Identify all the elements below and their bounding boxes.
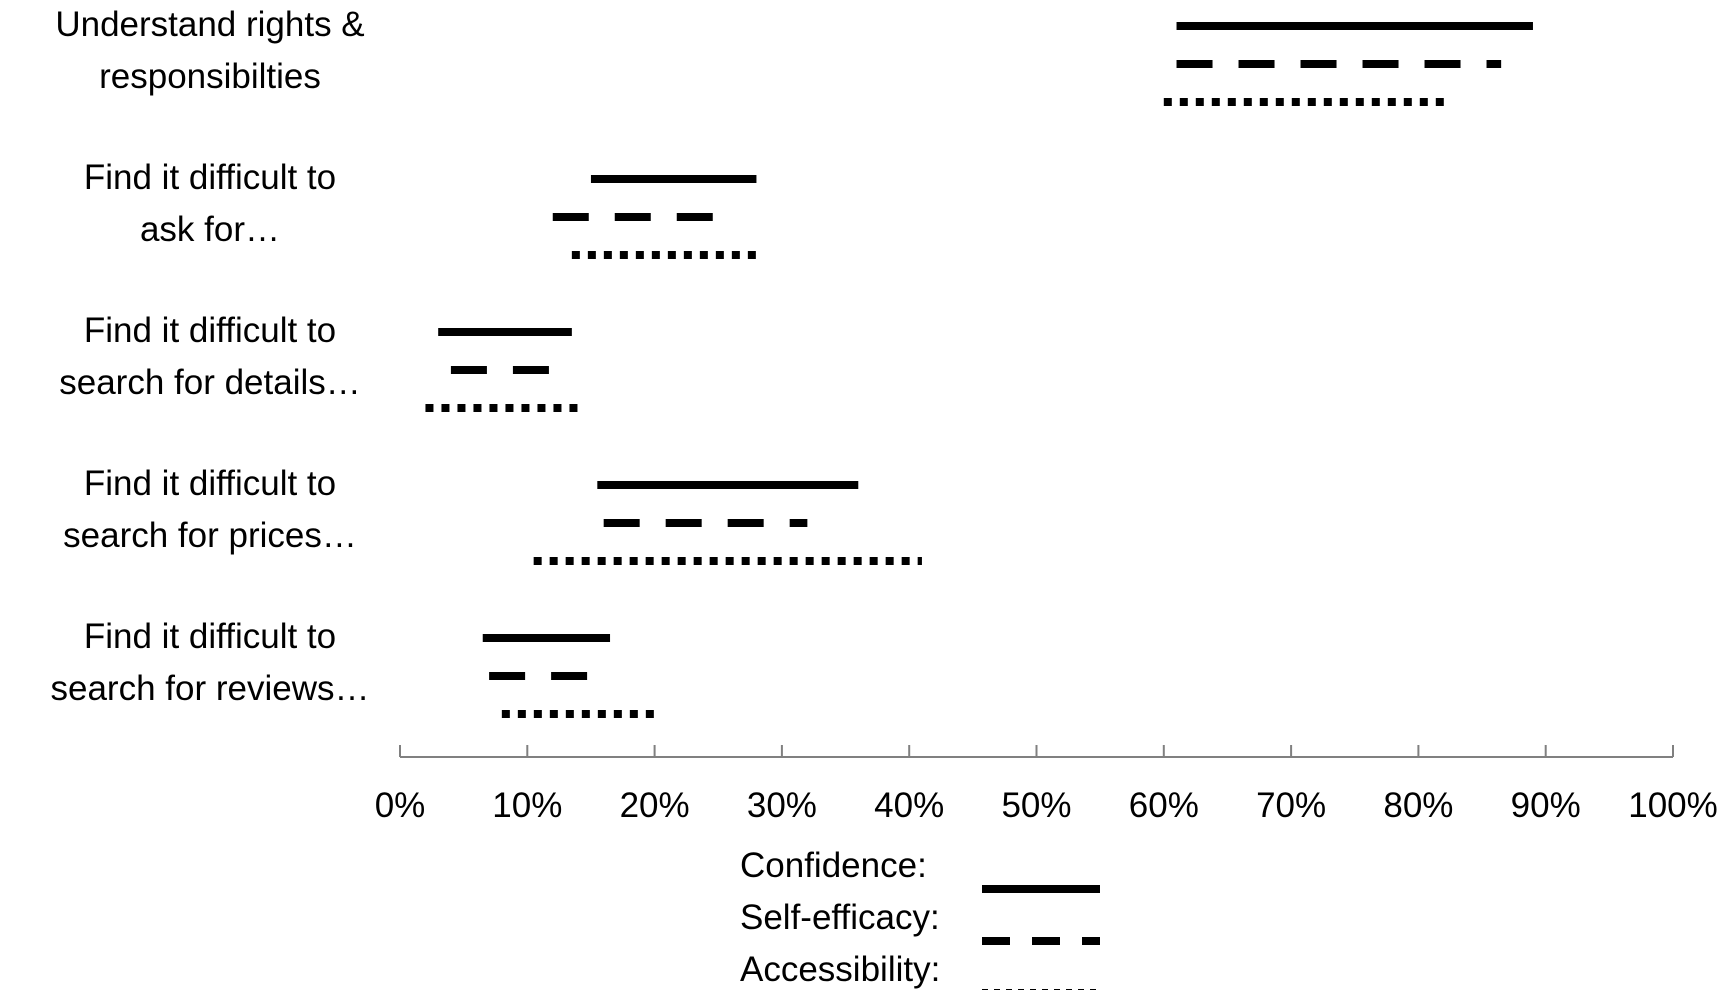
category-label-line: Find it difficult to xyxy=(84,617,336,656)
category-label-line: search for reviews… xyxy=(51,669,370,708)
category-label-line: search for details… xyxy=(59,363,361,402)
category-label-line: ask for… xyxy=(140,210,280,249)
category-label: Find it difficult to ask for… xyxy=(84,158,336,249)
x-tick-label: 80% xyxy=(1383,786,1453,825)
category-label-line: Understand rights & xyxy=(55,5,364,44)
x-tick-label: 100% xyxy=(1628,786,1718,825)
category-label-line: responsibilties xyxy=(99,57,321,96)
category-label: Find it difficult to search for reviews… xyxy=(51,617,370,708)
range-bars xyxy=(425,22,1533,718)
legend: Confidence: Self-efficacy: Accessibility: xyxy=(740,846,1100,990)
category-label-line: search for prices… xyxy=(63,516,357,555)
category-label-line: Find it difficult to xyxy=(84,464,336,503)
x-tick-label: 90% xyxy=(1511,786,1581,825)
category-label-line: Find it difficult to xyxy=(84,158,336,197)
legend-label: Self-efficacy: xyxy=(740,898,940,937)
x-tick-label: 50% xyxy=(1001,786,1071,825)
x-tick-label: 60% xyxy=(1129,786,1199,825)
x-tick-label: 70% xyxy=(1256,786,1326,825)
x-tick-label: 10% xyxy=(492,786,562,825)
legend-label: Confidence: xyxy=(740,846,927,885)
x-tick-label: 30% xyxy=(747,786,817,825)
x-tick-label: 20% xyxy=(620,786,690,825)
category-label: Find it difficult to search for details… xyxy=(59,311,361,402)
category-label: Understand rights & responsibilties xyxy=(55,5,364,96)
category-label: Find it difficult to search for prices… xyxy=(63,464,357,555)
category-labels: Understand rights & responsibilties Find i… xyxy=(51,5,370,708)
x-tick-label: 40% xyxy=(874,786,944,825)
x-axis: 0% 10% 20% 30% 40% 50% 60% 70% 80% 90% 100% xyxy=(375,745,1718,825)
legend-label: Accessibility: xyxy=(740,950,940,989)
category-label-line: Find it difficult to xyxy=(84,311,336,350)
x-tick-label: 0% xyxy=(375,786,426,825)
